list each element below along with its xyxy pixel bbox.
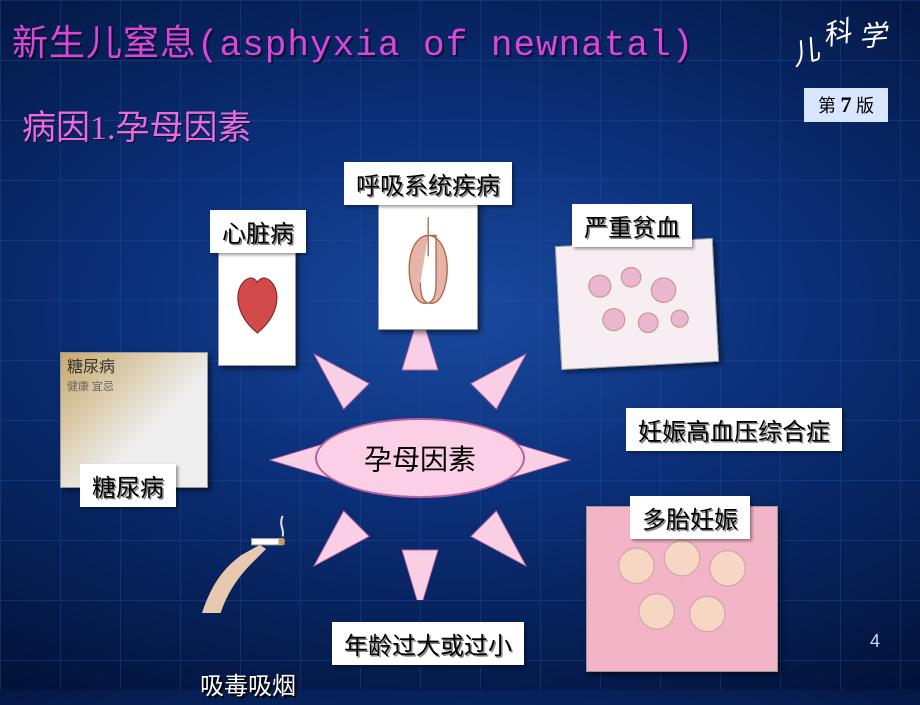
tag-heart: 心脏病 xyxy=(210,210,306,253)
page-number: 4 xyxy=(870,631,880,652)
tag-pih: 妊娠高血压综合症 xyxy=(626,408,842,451)
edition-badge: 第 7 版 xyxy=(804,88,888,122)
tag-smoking: 吸毒吸烟 xyxy=(188,662,308,705)
logo-char-1: 儿 xyxy=(785,28,824,75)
tag-multiple: 多胎妊娠 xyxy=(630,496,750,539)
lungs-image xyxy=(378,194,478,330)
smoking-image xyxy=(168,472,298,640)
edition-suffix: 版 xyxy=(852,96,875,116)
edition-number: 7 xyxy=(841,92,852,117)
anemia-image xyxy=(555,238,719,370)
slide-title: 新生儿窒息(asphyxia of newnatal) xyxy=(12,14,694,66)
logo-char-2: 科 xyxy=(818,10,854,55)
slide-subtitle: 病因1.孕母因素 xyxy=(22,100,252,149)
tag-age: 年龄过大或过小 xyxy=(332,622,524,665)
logo-char-3: 学 xyxy=(857,14,888,56)
heart-image xyxy=(218,240,296,366)
tag-respiratory: 呼吸系统疾病 xyxy=(344,162,512,205)
edition-prefix: 第 xyxy=(818,96,841,116)
tag-anemia: 严重贫血 xyxy=(572,204,692,247)
subject-logo: 儿 科 学 xyxy=(785,6,889,66)
central-hub: 孕母因素 xyxy=(315,418,525,498)
tag-diabetes: 糖尿病 xyxy=(80,464,176,507)
